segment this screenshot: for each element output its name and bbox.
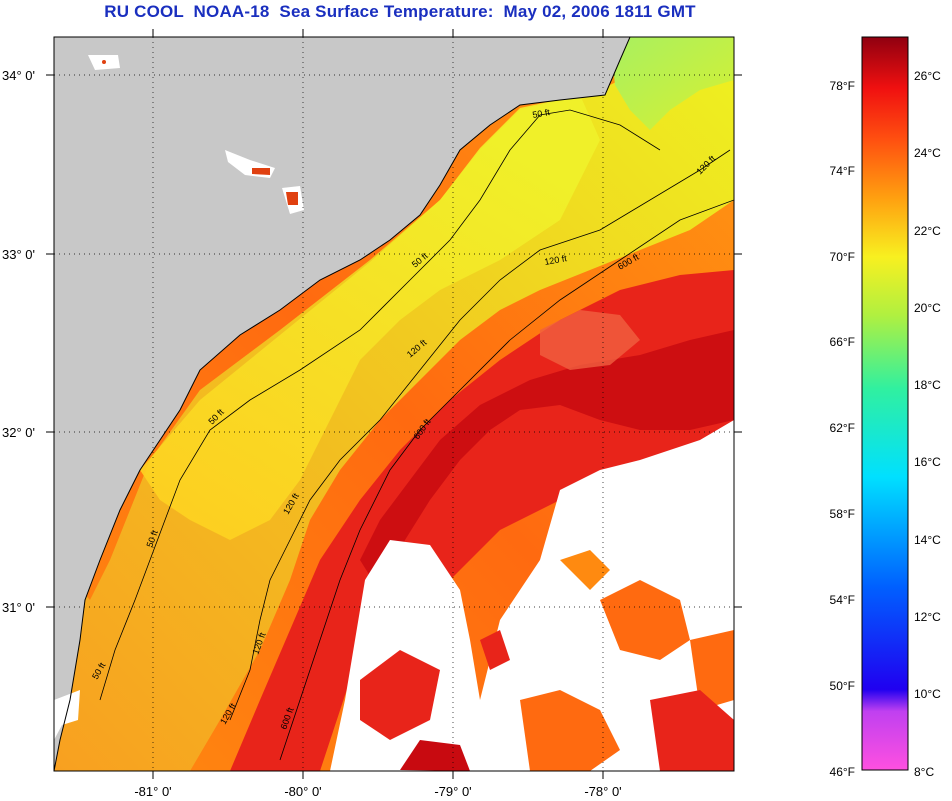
lat-label: 31° 0': [2, 600, 35, 615]
coastline: [54, 37, 631, 771]
f-label: 66°F: [830, 335, 855, 349]
f-label: 50°F: [830, 679, 855, 693]
c-label: 14°C: [914, 533, 941, 547]
f-label: 54°F: [830, 593, 855, 607]
f-label: 58°F: [830, 507, 855, 521]
f-label: 62°F: [830, 421, 855, 435]
fahrenheit-labels: 78°F 74°F 70°F 66°F 62°F 58°F 54°F 50°F …: [830, 79, 855, 779]
contour-600ft: [279, 199, 734, 761]
color-bar: [861, 36, 909, 771]
lat-label: 32° 0': [2, 425, 35, 440]
warm-patches: [360, 550, 734, 771]
lon-label: -81° 0': [134, 784, 171, 799]
c-label: 18°C: [914, 378, 941, 392]
contour-label: 50 ft: [532, 107, 551, 120]
lon-labels: -81° 0' -80° 0' -79° 0' -78° 0': [134, 784, 621, 799]
axis-ticks: [46, 29, 742, 779]
contour-50ft: [99, 109, 661, 701]
f-label: 74°F: [830, 164, 855, 178]
cool-water-northeast: [610, 37, 734, 130]
lon-label: -79° 0': [434, 784, 471, 799]
c-label: 22°C: [914, 224, 941, 238]
lon-label: -80° 0': [284, 784, 321, 799]
shelf-water: [54, 60, 734, 771]
gulf-stream-core: [360, 330, 734, 600]
c-label: 16°C: [914, 455, 941, 469]
c-label: 8°C: [914, 765, 934, 779]
f-label: 78°F: [830, 79, 855, 93]
warm-eddy: [540, 310, 640, 370]
contour-label: 120 ft: [544, 253, 568, 267]
c-label: 20°C: [914, 301, 941, 315]
coastal-cloud-strip: [54, 690, 80, 740]
nearshore-water: [140, 95, 600, 540]
celsius-labels: 26°C 24°C 22°C 20°C 18°C 16°C 14°C 12°C …: [914, 69, 941, 779]
lon-label: -78° 0': [584, 784, 621, 799]
lat-labels: 34° 0' 33° 0' 32° 0' 31° 0': [2, 68, 35, 615]
lat-label: 34° 0': [2, 68, 35, 83]
c-label: 12°C: [914, 610, 941, 624]
c-label: 24°C: [914, 146, 941, 160]
c-label: 26°C: [914, 69, 941, 83]
graticule: [54, 37, 734, 771]
c-label: 10°C: [914, 687, 941, 701]
f-label: 46°F: [830, 765, 855, 779]
contour-lines: [99, 109, 734, 761]
map-title: RU COOL NOAA-18 Sea Surface Temperature:…: [104, 2, 696, 21]
lat-label: 33° 0': [2, 247, 35, 262]
map-plot-area: [54, 37, 734, 771]
land-mass: [54, 37, 630, 771]
f-label: 70°F: [830, 250, 855, 264]
contour-120ft: [229, 149, 731, 721]
map-frame: [53, 36, 735, 772]
inland-warm-water: [102, 60, 298, 205]
